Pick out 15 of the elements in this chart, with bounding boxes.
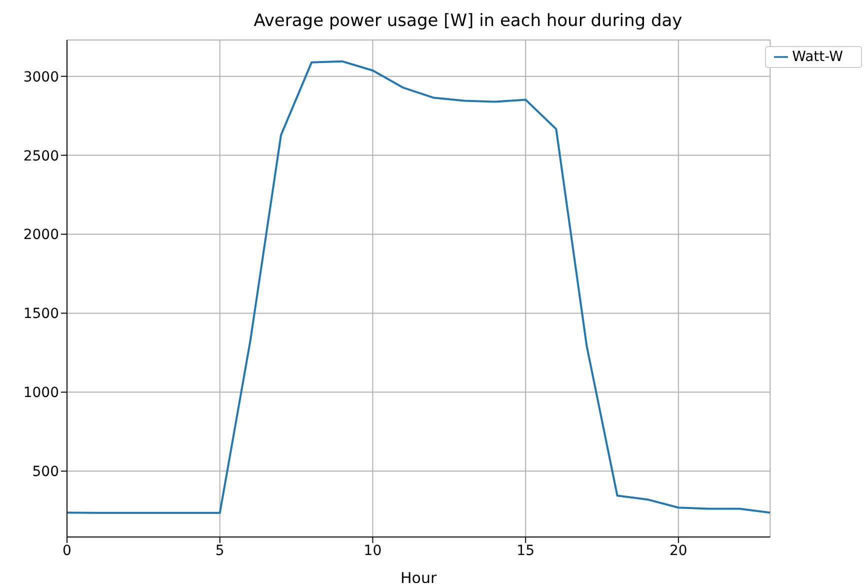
- y-tick-label: 2000: [23, 227, 59, 244]
- line-series: [67, 60, 770, 514]
- x-tick-label: 10: [364, 542, 382, 559]
- y-tick-label: 500: [32, 464, 59, 480]
- x-tick-label: 0: [62, 542, 72, 559]
- x-tick-label: 15: [516, 542, 534, 559]
- x-tick-label: 20: [670, 542, 688, 559]
- y-tick-label: 2500: [23, 148, 59, 164]
- chart-title: Average power usage [W] in each hour during day: [252, 10, 684, 33]
- x-axis-title: Hour: [400, 569, 438, 587]
- y-tick-label: 1000: [23, 385, 59, 402]
- x-tick-label: 5: [215, 542, 224, 559]
- y-tick-label: 1500: [23, 306, 59, 322]
- legend-label: Watt-W: [792, 49, 843, 65]
- y-tick-label: 3000: [23, 69, 59, 86]
